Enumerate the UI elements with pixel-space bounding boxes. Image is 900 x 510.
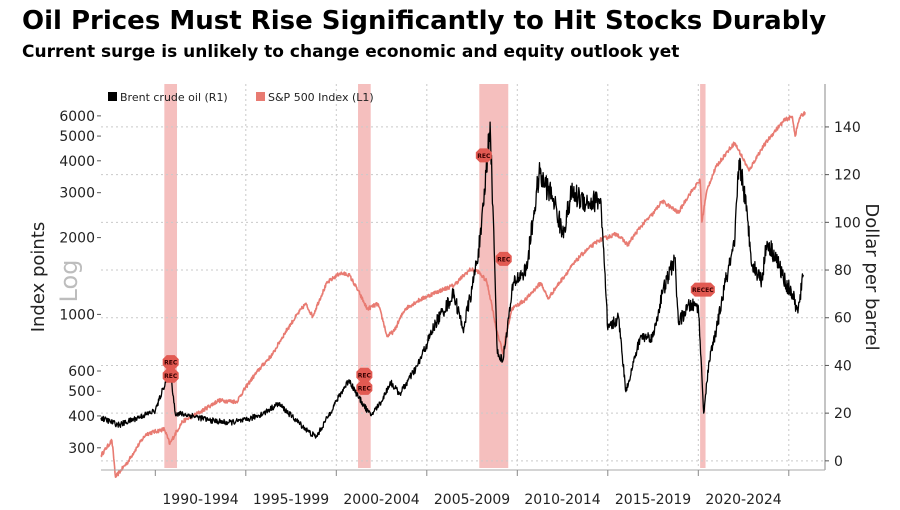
left-tick-label: 5000	[59, 129, 95, 145]
recession-marker	[475, 148, 492, 163]
left-tick-label: 6000	[59, 109, 95, 125]
recession-marker	[690, 282, 715, 297]
left-tick-label: 400	[68, 409, 95, 425]
recession-marker-label: REC	[164, 360, 178, 367]
recession-marker	[162, 355, 179, 370]
legend-red-swatch	[256, 92, 265, 101]
recession-marker-label: REC	[358, 385, 372, 392]
x-tick-label: 2010-2014	[524, 492, 600, 508]
x-tick-label: 1995-1999	[253, 492, 329, 508]
recession-markers: REC REC REC REC REC REC RECEC	[162, 148, 715, 395]
recession-marker-label: REC	[164, 373, 178, 380]
recession-marker-label: REC	[497, 256, 511, 263]
recession-marker	[356, 367, 373, 382]
left-axis-scale-label: Log	[55, 260, 83, 303]
legend: Brent crude oil (R1) S&P 500 Index (L1)	[108, 91, 374, 104]
recession-band	[700, 84, 706, 468]
right-tick-label: 120	[834, 168, 861, 184]
recession-marker-label: REC	[477, 153, 491, 160]
brent-line	[100, 121, 804, 439]
right-tick-label: 0	[834, 454, 843, 470]
right-tick-label: 80	[834, 263, 852, 279]
legend-black-swatch	[108, 92, 117, 101]
legend-sp500: S&P 500 Index (L1)	[268, 91, 374, 104]
recession-marker	[356, 380, 373, 395]
right-tick-label: 100	[834, 215, 861, 231]
left-tick-label: 600	[68, 364, 95, 380]
left-tick-label: 300	[68, 441, 95, 457]
sp500-line	[100, 111, 806, 478]
right-tick-label: 60	[834, 311, 852, 327]
left-axis-label: Index points	[28, 222, 49, 333]
x-tick-label: 2000-2004	[343, 492, 419, 508]
series-lines	[100, 111, 806, 478]
x-tick-label: 2005-2009	[434, 492, 510, 508]
left-tick-label: 1000	[59, 307, 95, 323]
recession-marker-label: REC	[358, 372, 372, 379]
recession-marker	[495, 251, 512, 266]
left-tick-label: 4000	[59, 154, 95, 170]
legend-brent: Brent crude oil (R1)	[120, 91, 228, 104]
right-tick-label: 40	[834, 358, 852, 374]
left-tick-label: 500	[68, 384, 95, 400]
left-tick-label: 3000	[59, 186, 95, 202]
x-tick-label: 1990-1994	[162, 492, 238, 508]
right-axis-label: Dollar per barrel	[861, 203, 882, 350]
x-tick-label: 2020-2024	[705, 492, 781, 508]
right-tick-label: 20	[834, 406, 852, 422]
recession-marker-label: RECEC	[692, 287, 714, 294]
axis-labels: 300 400 500 600 1000 2000 3000 4000 5000 6000 0 20 4…	[59, 109, 860, 508]
chart-subtitle: Current surge is unlikely to change econ…	[22, 42, 680, 62]
right-tick-label: 140	[834, 120, 861, 136]
recession-marker	[162, 368, 179, 383]
chart-title: Oil Prices Must Rise Significantly to Hi…	[22, 6, 827, 36]
recession-bands	[164, 84, 706, 468]
left-tick-label: 2000	[59, 231, 95, 247]
x-tick-label: 2015-2019	[615, 492, 691, 508]
